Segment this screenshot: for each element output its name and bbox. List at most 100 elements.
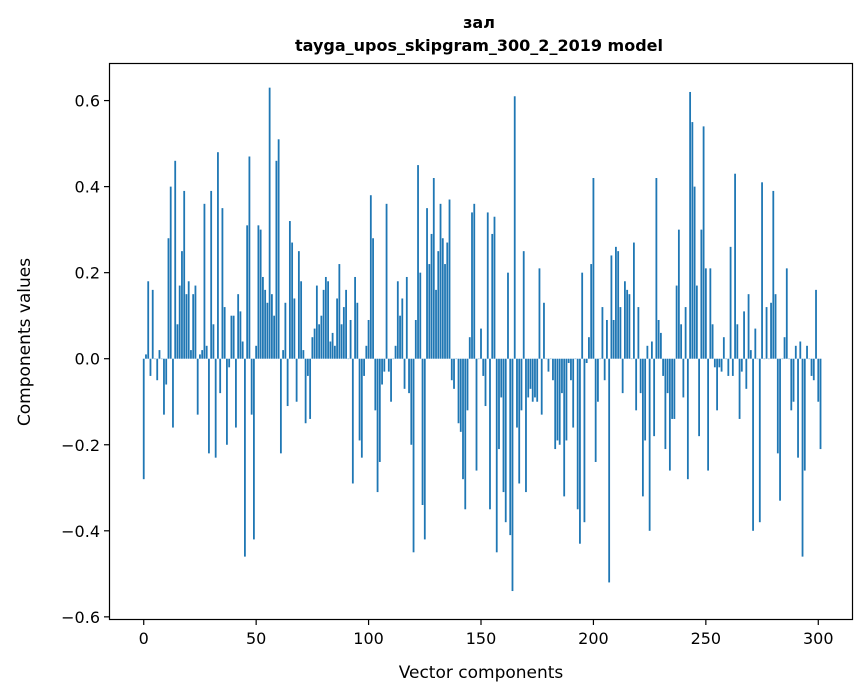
bar	[159, 350, 161, 359]
bar	[732, 359, 734, 376]
bar	[689, 92, 691, 359]
bar	[662, 359, 664, 376]
bar	[323, 290, 325, 359]
bar	[698, 359, 700, 436]
bar	[741, 359, 743, 372]
bar	[401, 298, 403, 358]
bar	[143, 359, 145, 479]
bar	[226, 359, 228, 445]
bar	[264, 290, 266, 359]
bar	[311, 337, 313, 359]
bar	[177, 324, 179, 358]
bar	[462, 359, 464, 479]
bar	[554, 359, 556, 449]
bar	[444, 264, 446, 359]
bar	[219, 359, 221, 393]
bar	[561, 359, 563, 393]
bar	[361, 359, 363, 458]
bar	[251, 359, 253, 415]
bar	[581, 273, 583, 359]
bar	[446, 243, 448, 359]
bar	[352, 359, 354, 484]
bar	[694, 187, 696, 359]
bar	[170, 187, 172, 359]
bar	[709, 268, 711, 358]
bar	[298, 251, 300, 359]
bar	[516, 359, 518, 428]
bar	[195, 286, 197, 359]
bar	[381, 359, 383, 385]
bar	[336, 298, 338, 358]
bar	[649, 359, 651, 531]
bar	[525, 359, 527, 492]
bar	[473, 204, 475, 359]
bar	[570, 359, 572, 381]
bar	[183, 191, 185, 359]
bar	[680, 324, 682, 358]
bar	[442, 238, 444, 358]
bar	[491, 234, 493, 359]
bar	[192, 294, 194, 359]
bar	[307, 359, 309, 376]
bar	[559, 359, 561, 445]
bar	[660, 333, 662, 359]
bar	[752, 359, 754, 531]
x-tick-label: 300	[803, 629, 834, 648]
bar	[530, 359, 532, 389]
bar	[518, 359, 520, 484]
bar	[770, 303, 772, 359]
bar	[606, 320, 608, 359]
bar	[644, 359, 646, 441]
bar	[152, 290, 154, 359]
bar	[514, 96, 516, 358]
bar	[156, 359, 158, 381]
bar	[671, 359, 673, 419]
bar	[217, 152, 219, 359]
bar	[700, 230, 702, 359]
bar	[269, 88, 271, 359]
bar	[775, 294, 777, 359]
bar	[424, 359, 426, 540]
bar	[494, 217, 496, 359]
bar	[449, 200, 451, 359]
bar	[759, 359, 761, 522]
chart-title: зал	[463, 13, 495, 32]
bar	[646, 346, 648, 359]
bar	[271, 294, 273, 359]
bar	[428, 264, 430, 359]
bar	[716, 359, 718, 411]
bar	[813, 359, 815, 381]
bar	[489, 359, 491, 510]
bar	[743, 311, 745, 358]
bar	[678, 230, 680, 359]
bar	[629, 294, 631, 359]
bar	[635, 359, 637, 411]
bar	[147, 281, 149, 358]
bar	[761, 182, 763, 358]
bar	[237, 294, 239, 359]
bar	[548, 359, 550, 372]
bar	[584, 359, 586, 522]
bar	[181, 251, 183, 359]
bar	[302, 350, 304, 359]
y-tick-label: 0.2	[75, 264, 100, 283]
y-axis-label: Components values	[15, 258, 35, 426]
bar	[388, 359, 390, 372]
bar	[507, 273, 509, 359]
bar	[395, 346, 397, 359]
bar	[754, 329, 756, 359]
bar	[653, 359, 655, 436]
bar	[368, 320, 370, 359]
bar	[293, 298, 295, 358]
bar	[568, 359, 570, 363]
bar	[588, 337, 590, 359]
bar	[664, 359, 666, 449]
bar	[552, 359, 554, 381]
bar	[637, 307, 639, 359]
bar	[399, 316, 401, 359]
chart-subtitle: tayga_upos_skipgram_300_2_2019 model	[295, 36, 663, 55]
bar	[397, 281, 399, 358]
bar	[291, 243, 293, 359]
bar	[460, 359, 462, 432]
bar	[356, 303, 358, 359]
